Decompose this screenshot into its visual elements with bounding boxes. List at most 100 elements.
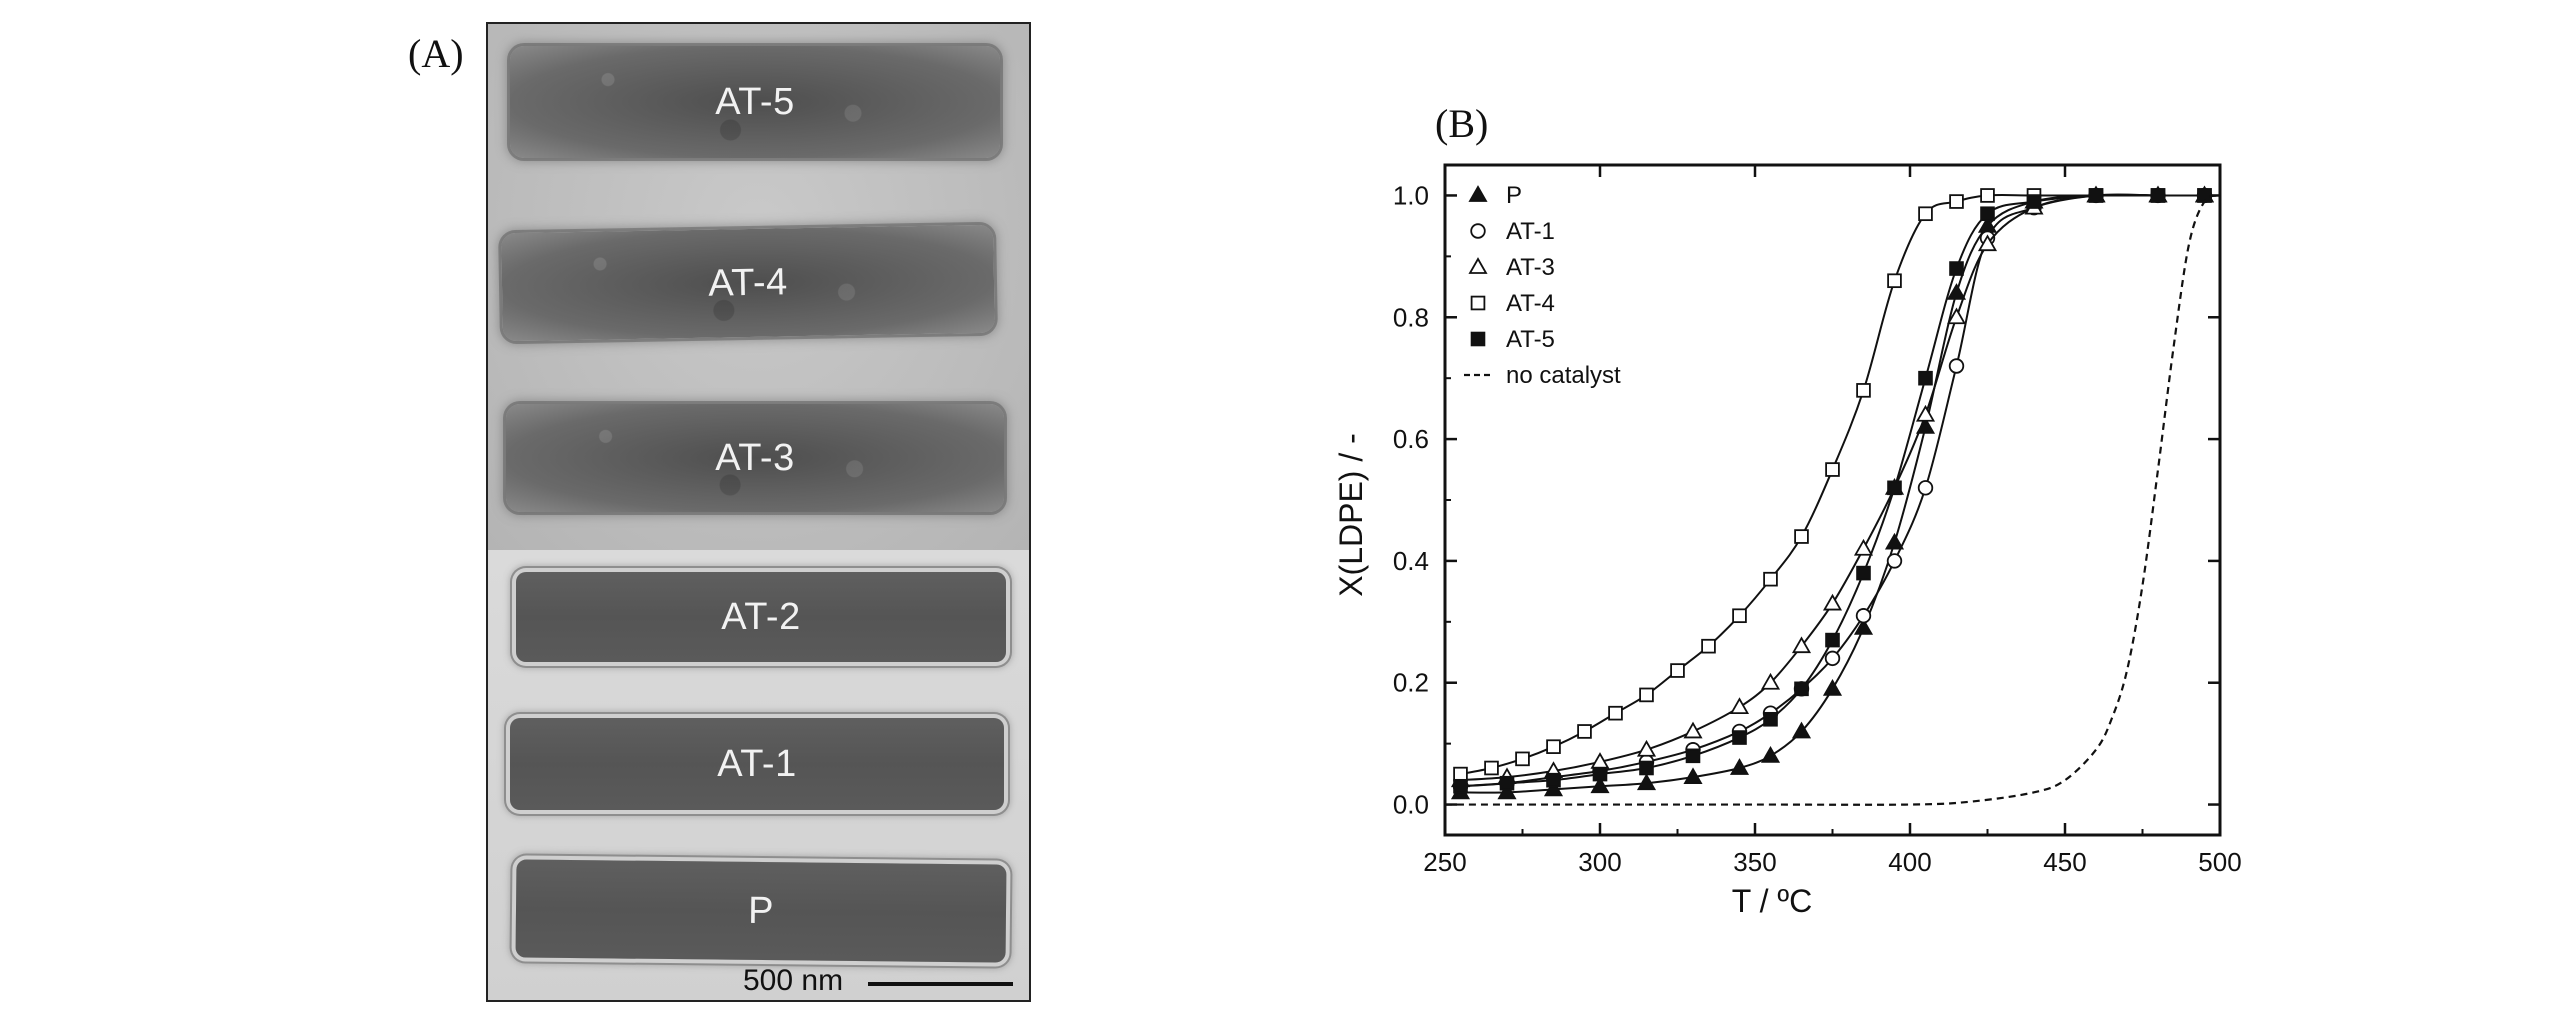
data-point [1886, 553, 1903, 569]
legend-item: AT-1 [1470, 218, 1555, 245]
y-tick-label: 0.2 [1393, 668, 1429, 698]
data-point [1639, 687, 1654, 703]
data-point [1683, 767, 1703, 785]
x-tick-label: 350 [1733, 847, 1776, 877]
panel-a-label: (A) [408, 31, 464, 76]
legend-label: P [1506, 182, 1522, 209]
legend-label: AT-1 [1506, 218, 1555, 245]
y-tick-label: 0.8 [1393, 302, 1429, 332]
x-tick-label: 400 [1888, 847, 1931, 877]
data-point [1592, 766, 1608, 782]
data-point [1853, 618, 1874, 635]
data-point [1917, 480, 1934, 496]
data-point [1946, 283, 1967, 300]
chart-series [1444, 185, 2221, 806]
legend-label: AT-3 [1506, 254, 1555, 281]
data-point [1884, 532, 1905, 550]
data-point [1825, 462, 1840, 477]
data-point [1515, 751, 1530, 767]
data-point [1639, 760, 1654, 776]
data-point [1577, 724, 1592, 739]
panel-b-label: (B) [1435, 101, 1489, 146]
data-point [1791, 636, 1812, 654]
series-at-1 [1452, 187, 2213, 794]
legend-label: AT-5 [1506, 326, 1555, 353]
data-point [1685, 748, 1701, 764]
data-point [1949, 194, 1964, 209]
data-point [1546, 772, 1561, 788]
legend-item: no catalyst [1464, 362, 1621, 389]
data-point [1791, 721, 1812, 739]
data-point [1729, 697, 1750, 714]
data-point [1543, 779, 1564, 797]
data-point [1729, 758, 1750, 775]
data-point [1590, 776, 1610, 794]
x-tick-label: 300 [1578, 847, 1621, 877]
data-point [1760, 746, 1781, 763]
series-no-catalyst [1444, 194, 2221, 806]
data-point [1856, 383, 1871, 398]
data-point [2150, 188, 2166, 203]
y-tick-label: 0.4 [1393, 546, 1429, 576]
crystal-at2: AT-2 [516, 572, 1006, 662]
data-point [1980, 206, 1995, 222]
data-point [2088, 188, 2104, 203]
data-point [1701, 638, 1716, 654]
scale-bar [868, 982, 1013, 986]
x-tick-label: 450 [2043, 847, 2086, 877]
data-point [1484, 760, 1499, 776]
series-at-5 [1453, 188, 2212, 794]
data-point [2026, 194, 2042, 209]
legend-item: AT-5 [1470, 326, 1555, 353]
crystal-label: AT-5 [715, 80, 795, 123]
data-point [1949, 261, 1964, 276]
crystal-at3: AT-3 [506, 404, 1004, 512]
legend-label: no catalyst [1506, 362, 1621, 389]
chart-legend: P AT-1 AT-3 AT-4 AT-5 no catalyst [1464, 182, 1621, 389]
legend-item: AT-4 [1470, 290, 1555, 317]
x-tick-label: 500 [2198, 847, 2241, 877]
legend-swatch [1470, 223, 1486, 239]
y-tick-label: 1.0 [1393, 180, 1429, 210]
y-axis-label: X(LDPE) / - [1333, 433, 1369, 597]
data-point [1453, 778, 1468, 794]
data-point [1636, 773, 1657, 791]
series-line [1460, 194, 2205, 788]
legend-item: P [1468, 182, 1522, 209]
crystal-at1: AT-1 [510, 718, 1004, 810]
x-axis-label: T / ºC [1732, 883, 1812, 919]
data-point [1824, 650, 1841, 667]
data-point [1822, 679, 1843, 696]
data-point [1794, 529, 1809, 544]
data-point [1946, 307, 1967, 325]
series-line [1444, 194, 2221, 806]
data-point [1918, 370, 1933, 386]
series-line [1460, 194, 2205, 794]
data-point [1732, 730, 1747, 745]
data-point [1980, 188, 1995, 203]
crystal-label: AT-3 [715, 436, 795, 479]
y-tick-label: 0.6 [1393, 424, 1429, 454]
data-point [1763, 711, 1778, 727]
y-tick-label: 0.0 [1393, 790, 1429, 820]
data-point [1546, 739, 1561, 754]
legend-swatch [1470, 331, 1486, 347]
data-point [1915, 404, 1936, 422]
data-point [1948, 358, 1965, 374]
crystal-at5: AT-5 [510, 46, 1000, 158]
data-point [1918, 206, 1933, 222]
tem-micrograph: AT-5 AT-4 AT-3 AT-2 AT-1 P 500 nm [486, 22, 1031, 1002]
data-point [1855, 608, 1872, 624]
data-point [1499, 775, 1515, 791]
data-point [1497, 782, 1517, 800]
legend-swatch [1470, 295, 1486, 311]
crystal-label: AT-2 [721, 595, 801, 638]
data-point [1887, 480, 1902, 496]
data-point [1887, 273, 1902, 289]
legend-label: AT-4 [1506, 290, 1555, 317]
data-point [1763, 571, 1778, 587]
data-point [1822, 593, 1843, 611]
data-point [1453, 766, 1468, 782]
scale-bar-label: 500 nm [743, 964, 844, 997]
